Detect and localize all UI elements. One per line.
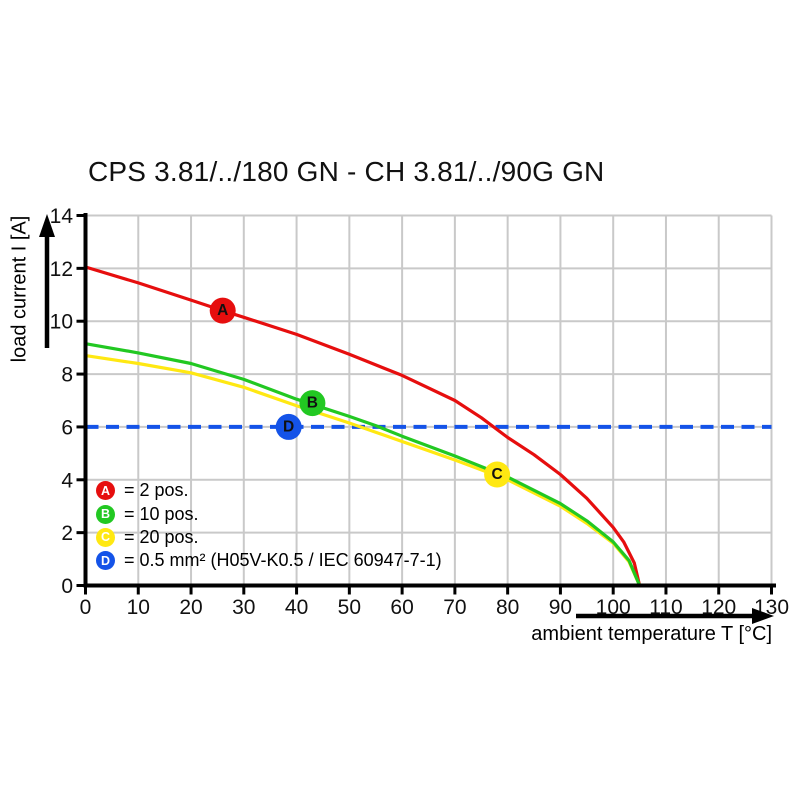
- x-tick-label: 0: [80, 596, 92, 619]
- marker-circle-D: [275, 413, 302, 440]
- x-tick-label: 20: [179, 596, 202, 619]
- x-tick-label: 120: [701, 596, 736, 619]
- legend-marker-a-icon: A: [96, 481, 115, 501]
- y-tick-label: 6: [61, 416, 73, 439]
- y-axis-label: load current I [A]: [8, 215, 31, 363]
- legend-label: = 2 pos.: [124, 480, 189, 501]
- curve-marker-B: B: [299, 390, 326, 417]
- x-tick-label: 100: [596, 596, 631, 619]
- marker-circle-A: [209, 297, 236, 324]
- curve-B: [85, 342, 642, 587]
- y-tick-label: 4: [61, 469, 73, 492]
- legend-item-B: B = 10 pos.: [96, 502, 442, 525]
- marker-letter-C: C: [491, 466, 502, 483]
- curve-marker-A: A: [209, 297, 236, 324]
- marker-letter-A: A: [217, 302, 228, 319]
- marker-letter-B: B: [307, 395, 318, 412]
- x-tick-label: 110: [649, 596, 682, 619]
- legend-item-A: A = 2 pos.: [96, 479, 442, 502]
- marker-letter-D: D: [283, 418, 294, 435]
- legend-marker-d-icon: D: [96, 551, 115, 571]
- x-tick-label: 30: [232, 596, 255, 619]
- x-tick-label: 80: [496, 596, 519, 619]
- legend-marker-c-icon: C: [96, 527, 115, 547]
- y-tick-label: 10: [50, 311, 73, 334]
- legend-label: = 0.5 mm² (H05V-K0.5 / IEC 60947-7-1): [124, 550, 442, 571]
- y-axis-arrowhead-icon: [39, 214, 55, 237]
- x-tick-label: 50: [338, 596, 361, 619]
- x-tick-label: 90: [549, 596, 572, 619]
- y-tick-label: 12: [50, 258, 73, 281]
- legend-label: = 20 pos.: [124, 526, 199, 547]
- y-tick-label: 14: [50, 205, 74, 228]
- legend-item-D: D = 0.5 mm² (H05V-K0.5 / IEC 60947-7-1): [96, 549, 442, 572]
- legend-marker-b-icon: B: [96, 504, 115, 524]
- legend: A = 2 pos. B = 10 pos. C = 20 pos. D = 0.5 mm² …: [96, 479, 442, 573]
- y-tick-label: 2: [61, 522, 73, 545]
- x-tick-label: 40: [285, 596, 308, 619]
- marker-circle-B: [299, 390, 326, 417]
- curve-marker-C: C: [484, 461, 511, 488]
- x-tick-label: 10: [127, 596, 150, 619]
- chart-title: CPS 3.81/../180 GN - CH 3.81/../90G GN: [88, 156, 605, 187]
- curve-marker-D: D: [275, 413, 302, 440]
- y-tick-label: 0: [61, 575, 73, 598]
- x-axis-arrowhead-icon: [752, 608, 774, 624]
- legend-item-C: C = 20 pos.: [96, 526, 442, 549]
- legend-label: = 10 pos.: [124, 503, 199, 524]
- marker-circle-C: [484, 461, 511, 488]
- y-tick-label: 8: [61, 364, 73, 387]
- x-tick-label: 70: [443, 596, 466, 619]
- x-tick-label: 60: [390, 596, 413, 619]
- x-axis-label: ambient temperature T [°C]: [531, 623, 772, 645]
